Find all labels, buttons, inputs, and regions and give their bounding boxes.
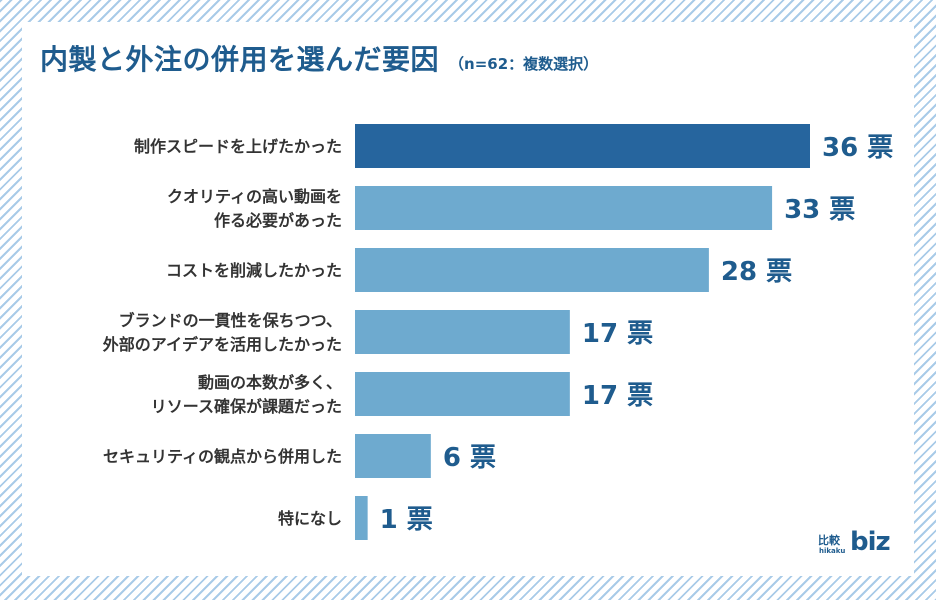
- value-label-5: 6 票: [443, 443, 496, 473]
- bar-2: [355, 248, 709, 292]
- logo-romaji: hikaku: [819, 547, 846, 555]
- hikaku-biz-logo: 比較 hikaku biz: [818, 527, 898, 566]
- bar-4: [355, 372, 570, 416]
- category-label-4-line-1: リソース確保が課題だった: [151, 397, 342, 416]
- value-label-0: 36 票: [822, 133, 893, 163]
- category-label-4-line-0: 動画の本数が多く、: [198, 373, 342, 392]
- title-row: 内製と外注の併用を選んだ要因 （n=62：複数選択）: [40, 38, 598, 78]
- value-label-4: 17 票: [582, 381, 653, 411]
- category-label-3-line-0: ブランドの一貫性を保ちつつ、: [119, 311, 342, 330]
- chart-title: 内製と外注の併用を選んだ要因: [40, 43, 440, 76]
- category-label-6-line-0: 特になし: [278, 509, 342, 528]
- bar-1: [355, 186, 773, 230]
- category-label-1-line-1: 作る必要があった: [214, 211, 342, 230]
- bar-3: [355, 310, 570, 354]
- chart-subtitle: （n=62：複数選択）: [449, 55, 599, 73]
- value-label-6: 1 票: [380, 505, 433, 535]
- bar-0: [355, 124, 810, 168]
- category-label-2-line-0: コストを削減したかった: [166, 261, 342, 280]
- category-label-3-line-1: 外部のアイデアを活用したかった: [102, 335, 342, 354]
- category-label-0-line-0: 制作スピードを上げたかった: [134, 137, 342, 156]
- value-label-3: 17 票: [582, 319, 653, 349]
- bar-5: [355, 434, 431, 478]
- bar-6: [355, 496, 368, 540]
- category-label-5-line-0: セキュリティの観点から併用した: [103, 447, 342, 466]
- logo-kanji: 比較: [818, 534, 840, 547]
- category-label-1-line-0: クオリティの高い動画を: [167, 187, 342, 206]
- value-label-2: 28 票: [721, 257, 792, 287]
- chart-panel: [22, 22, 914, 576]
- logo-biz: biz: [850, 527, 891, 557]
- value-label-1: 33 票: [784, 195, 855, 225]
